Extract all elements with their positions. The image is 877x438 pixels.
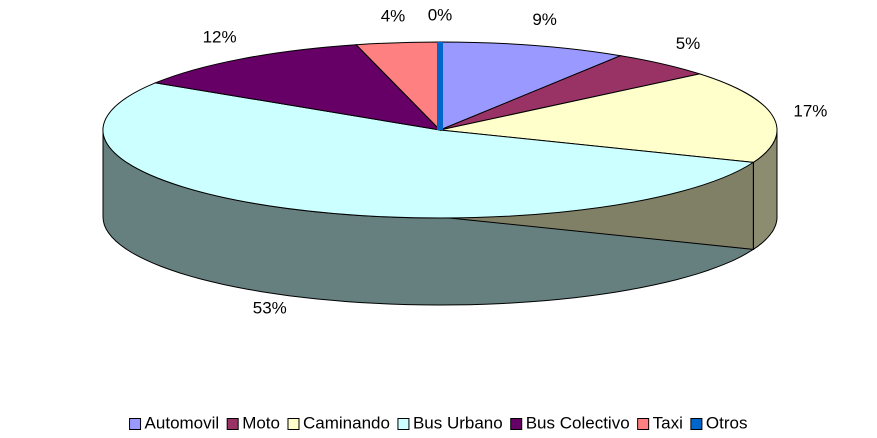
- legend-swatch: [637, 418, 650, 430]
- legend-swatch: [226, 418, 239, 430]
- data-label: 0%: [428, 5, 453, 24]
- slice: [439, 41, 623, 131]
- data-label: 17%: [793, 102, 827, 121]
- slice: [153, 44, 442, 131]
- data-label: 12%: [203, 27, 237, 46]
- legend-label: Moto: [242, 413, 280, 432]
- legend-label: Automovil: [145, 413, 220, 432]
- legend-label: Taxi: [653, 413, 683, 432]
- slice: [102, 82, 755, 219]
- legend-label: Bus Colectivo: [526, 413, 630, 432]
- slice: [439, 73, 778, 163]
- legend-swatch: [129, 418, 142, 430]
- data-label: 9%: [532, 10, 557, 29]
- legend-swatch: [510, 418, 523, 430]
- legend-swatch: [287, 418, 300, 430]
- legend-label: Bus Urbano: [413, 413, 503, 432]
- data-label: 53%: [253, 299, 287, 318]
- data-label: 5%: [676, 34, 701, 53]
- legend-label: Caminando: [303, 413, 390, 432]
- legend-swatch: [690, 418, 703, 430]
- legend-label: Otros: [706, 413, 748, 432]
- data-label: 4%: [381, 6, 406, 25]
- pie-tops: [102, 41, 778, 219]
- legend: Automovil Moto Caminando Bus Urbano Bus Cole…: [129, 413, 748, 432]
- data-labels: 9% 5% 17% 53% 12% 4% 0%: [203, 5, 828, 317]
- legend-swatch: [397, 418, 410, 430]
